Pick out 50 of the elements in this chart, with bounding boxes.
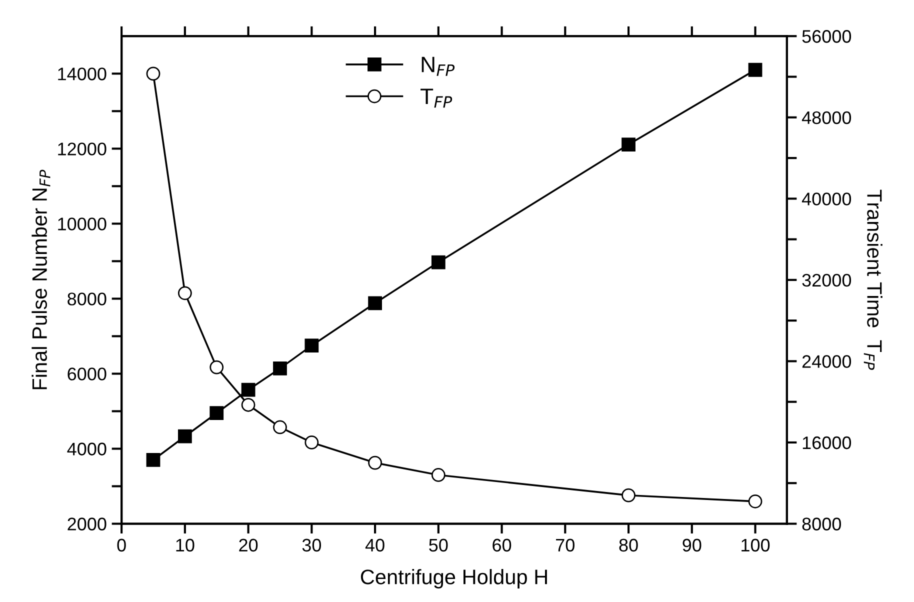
x-tick-label: 50 xyxy=(429,538,448,552)
point xyxy=(748,62,762,77)
legend-label: N$_{FP}$ xyxy=(422,56,455,76)
y2-tick-label: 16000 xyxy=(802,436,852,450)
y-tick-label: 4000 xyxy=(67,442,106,456)
y-tick-label: 2000 xyxy=(68,518,106,530)
point xyxy=(304,338,319,353)
x-tick-label: 0 xyxy=(117,538,126,552)
x-tick-label: 60 xyxy=(492,538,512,552)
point xyxy=(146,453,160,467)
point xyxy=(304,436,319,450)
y-tick-label: 12000 xyxy=(58,142,106,156)
y-tick-label: 14000 xyxy=(58,68,106,80)
x-tick-label: 40 xyxy=(365,538,384,552)
x-tick-label: 90 xyxy=(682,538,702,552)
point xyxy=(273,362,287,376)
y2-tick-label: 40000 xyxy=(802,192,852,206)
y-tick-label: 10000 xyxy=(58,218,106,230)
point xyxy=(241,382,256,397)
point xyxy=(210,360,224,374)
y2-axis-title: Transient Time T$_{FP}$ xyxy=(864,190,882,370)
y-tick-label: 8000 xyxy=(68,292,106,306)
y-tick-label: 6000 xyxy=(68,368,106,380)
legend-label: T$_{FP}$ xyxy=(420,88,452,108)
x-axis-title: Centrifuge Holdup H xyxy=(360,569,547,588)
point xyxy=(178,429,192,444)
x-tick-label: 20 xyxy=(239,538,258,552)
y2-tick-label: 24000 xyxy=(802,355,852,368)
y-axis-title: Final Pulse Number N$_{FP}$ xyxy=(32,170,50,390)
point xyxy=(748,494,762,508)
x-tick-label: 10 xyxy=(176,538,194,552)
point xyxy=(368,296,382,310)
point xyxy=(368,456,382,470)
point xyxy=(622,138,636,152)
point xyxy=(622,488,636,502)
y2-tick-label: 32000 xyxy=(802,274,852,287)
point xyxy=(210,406,224,420)
x-tick-label: 80 xyxy=(619,538,638,552)
point xyxy=(178,286,192,300)
point xyxy=(431,255,446,270)
point xyxy=(146,66,160,81)
y2-tick-label: 56000 xyxy=(802,30,852,43)
y2-tick-label: 8000 xyxy=(802,518,841,530)
y2-tick-label: 48000 xyxy=(802,111,852,124)
point xyxy=(273,420,287,434)
x-tick-label: 70 xyxy=(556,538,574,552)
point xyxy=(241,398,256,412)
point xyxy=(431,468,446,482)
x-tick-label: 30 xyxy=(302,538,322,552)
x-tick-label: 100 xyxy=(742,538,770,552)
